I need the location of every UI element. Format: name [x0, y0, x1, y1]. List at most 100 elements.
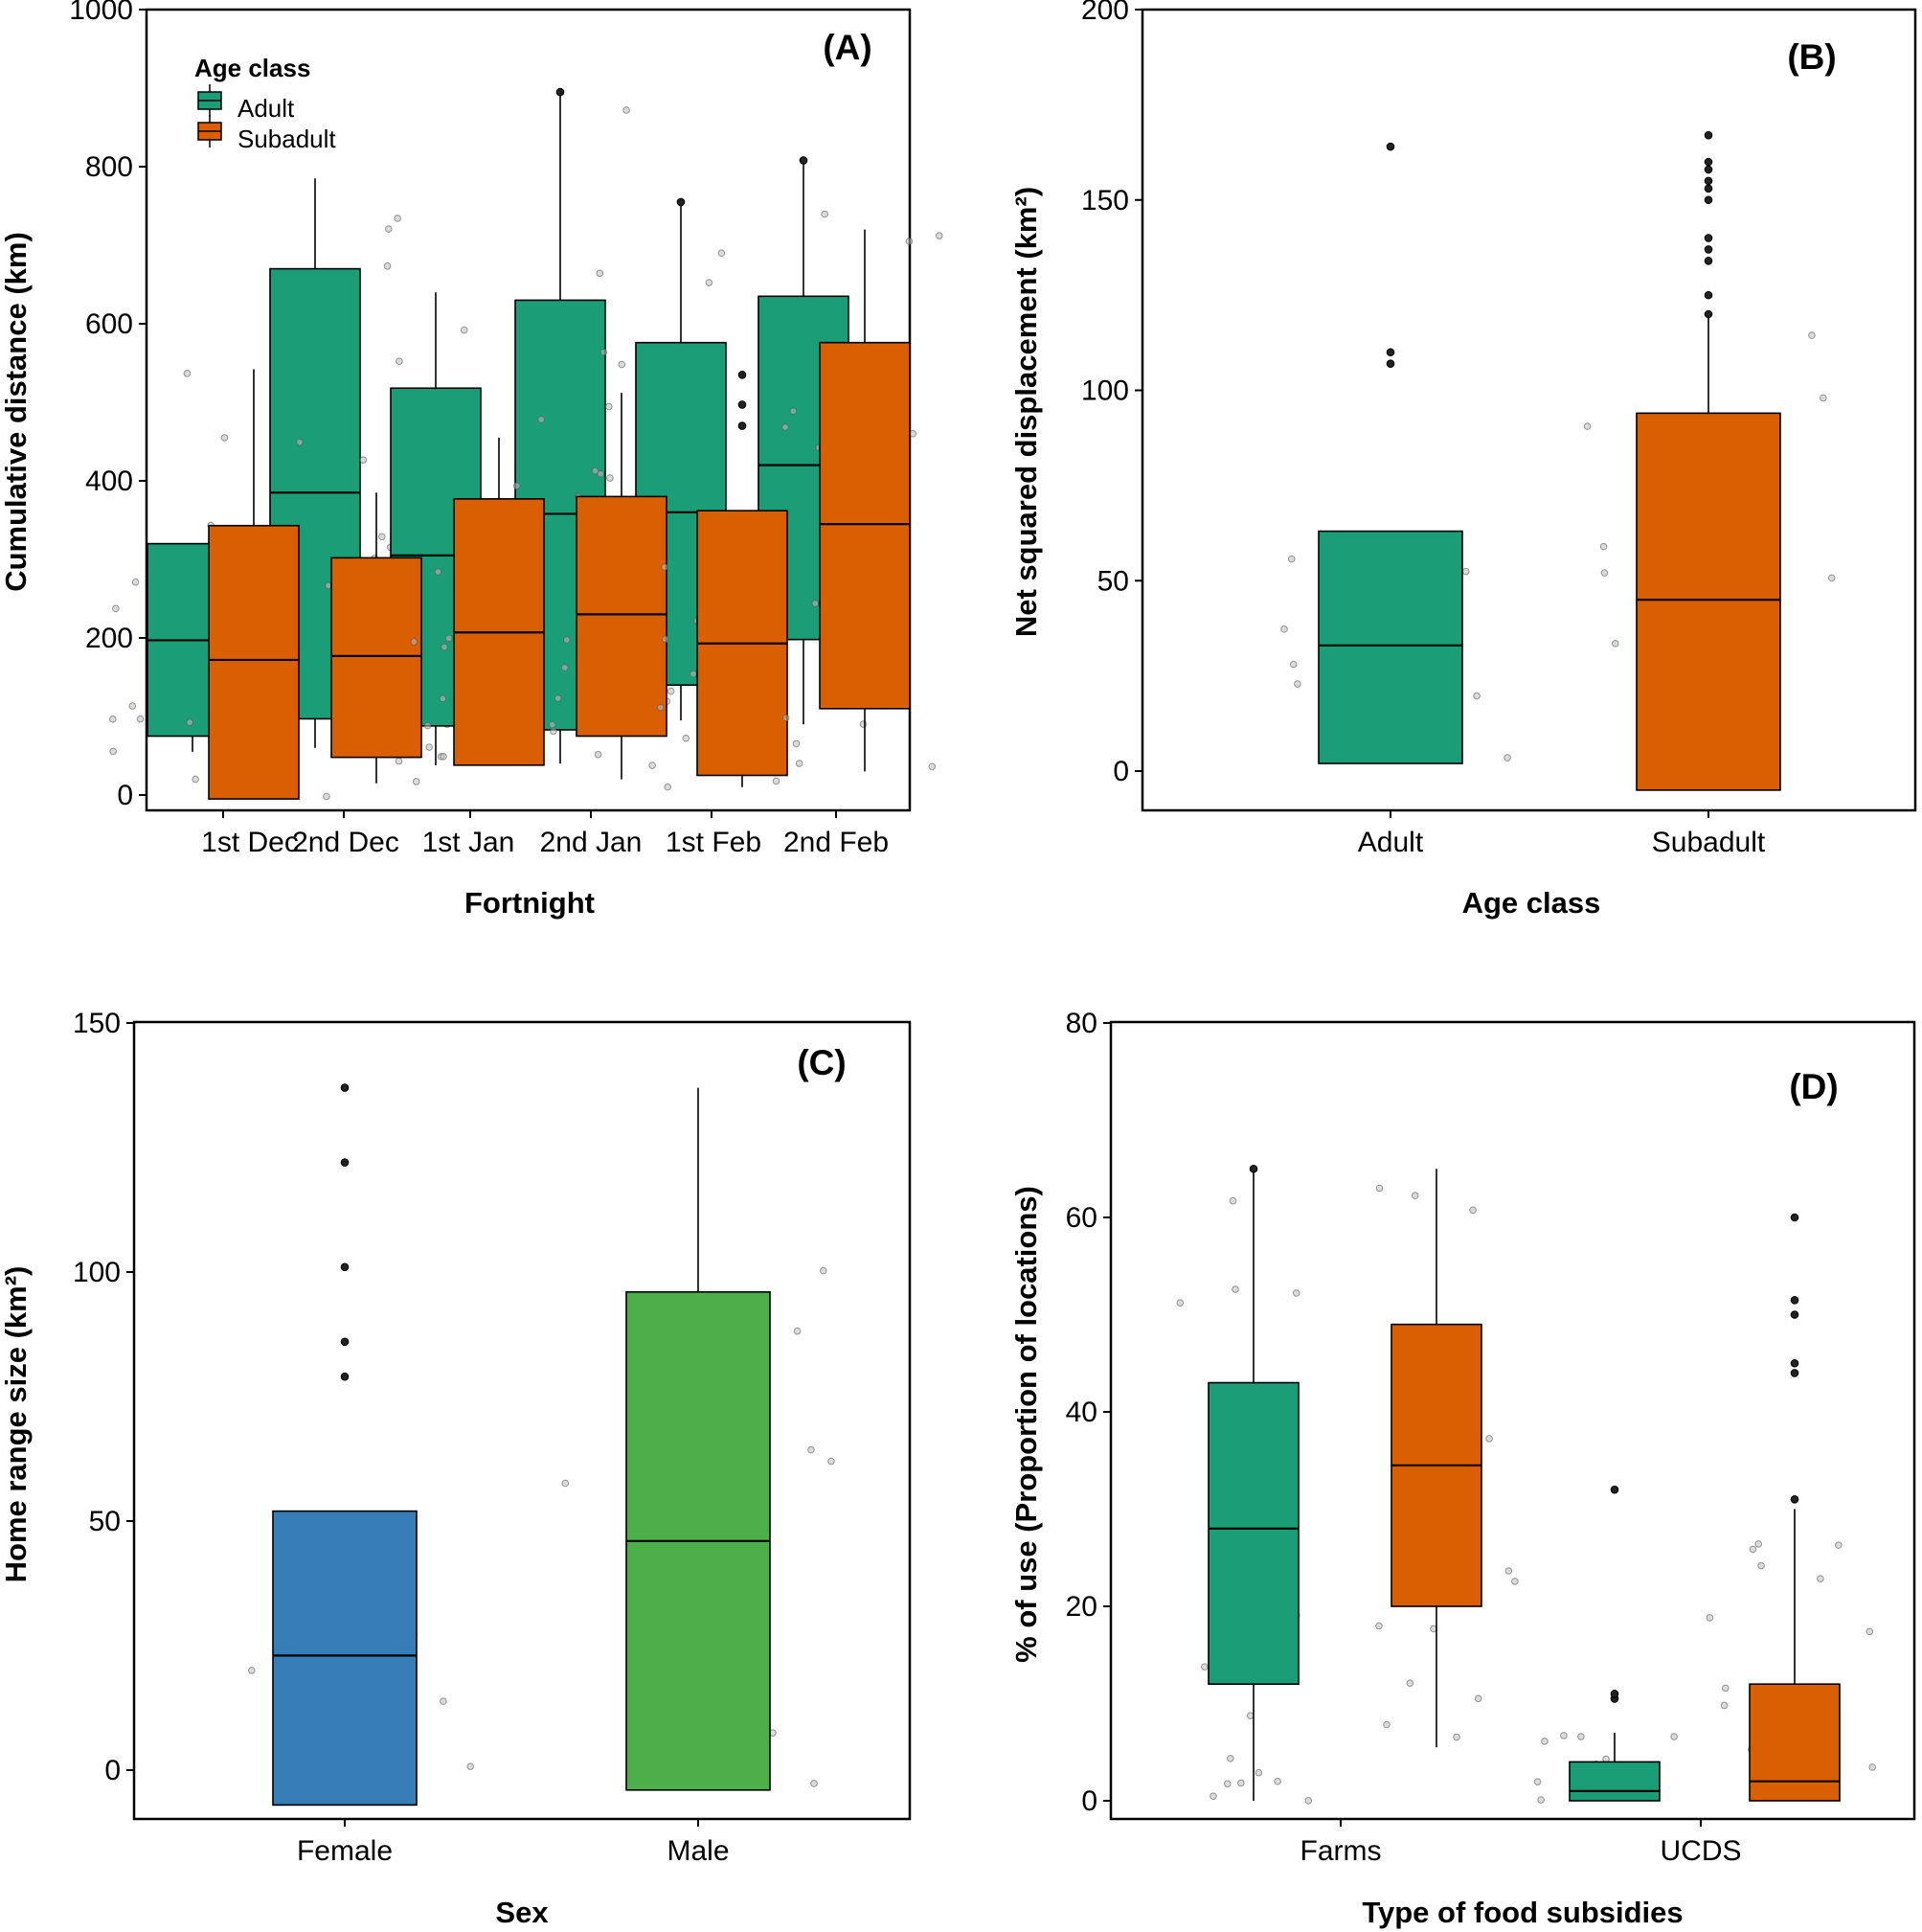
jitter-point — [423, 721, 432, 730]
jitter-point — [1453, 1733, 1460, 1741]
x-tick-label: Subadult — [1652, 827, 1766, 858]
jitter-point — [434, 568, 442, 576]
box — [819, 341, 911, 710]
jitter-point — [1461, 567, 1470, 576]
jitter-point — [597, 469, 604, 478]
jitter-point — [359, 456, 368, 464]
jitter-point — [1473, 692, 1481, 700]
outlier-point — [555, 87, 565, 97]
jitter-point — [1820, 394, 1827, 402]
x-tick-label: Farms — [1300, 1835, 1382, 1867]
outlier-point — [1610, 1690, 1619, 1698]
outlier-point — [1704, 165, 1713, 174]
plot-frame — [1109, 1020, 1916, 1821]
jitter-point — [1835, 1541, 1843, 1549]
outlier-point — [1386, 348, 1395, 357]
jitter-point — [690, 670, 697, 678]
box-age-class-0 — [1280, 142, 1511, 764]
jitter-point — [466, 1762, 475, 1770]
jitter-point — [136, 715, 145, 723]
outlier-point — [1386, 359, 1395, 368]
jitter-point — [935, 232, 943, 239]
y-tick-label: 200 — [85, 623, 133, 654]
outlier-point — [340, 1083, 350, 1092]
jitter-point — [412, 778, 420, 785]
outlier-point — [737, 421, 747, 430]
outlier-point — [1249, 1164, 1258, 1173]
jitter-point — [183, 370, 192, 377]
jitter-point — [1537, 1796, 1545, 1804]
jitter-point — [108, 716, 117, 723]
legend-key-adult — [197, 84, 222, 117]
jitter-point — [1232, 1285, 1239, 1293]
box-subadult-0 — [1375, 1169, 1519, 1748]
y-tick-label: 150 — [73, 1008, 121, 1039]
panel-b: Net squared displacement (km²) Age class… — [1009, 37, 1837, 920]
jitter-point — [781, 423, 789, 431]
jitter-point — [664, 783, 671, 791]
box-subadult-1 — [330, 492, 453, 785]
y-tick-label: 50 — [1097, 565, 1129, 597]
jitter-point — [622, 106, 630, 114]
y-tick-label: 200 — [1081, 0, 1129, 26]
jitter-point — [596, 269, 604, 278]
jitter-point — [1865, 1627, 1874, 1636]
jitter-point — [1406, 1679, 1414, 1688]
jitter-point — [444, 634, 453, 643]
panel-a-label: (A) — [823, 28, 871, 67]
outlier-point — [1790, 1213, 1799, 1222]
box — [330, 557, 422, 759]
jitter-point — [385, 225, 393, 233]
jitter-point — [383, 262, 392, 270]
jitter-point — [717, 249, 726, 258]
jitter-point — [1474, 1694, 1482, 1703]
y-tick-label: 0 — [1113, 756, 1129, 787]
jitter-point — [396, 357, 403, 365]
outlier-point — [1704, 257, 1713, 265]
y-tick-label: 80 — [1066, 1008, 1097, 1039]
jitter-point — [928, 762, 937, 771]
jitter-point — [394, 215, 401, 222]
jitter-point — [560, 664, 569, 671]
box-subadult-3 — [537, 393, 704, 780]
jitter-point — [594, 750, 602, 759]
jitter-point — [1504, 754, 1511, 761]
jitter-point — [439, 694, 447, 703]
jitter-point — [905, 238, 914, 245]
y-tick-label: 150 — [1081, 185, 1129, 216]
panel-a-y-title: Cumulative distance (km) — [0, 232, 33, 592]
jitter-point — [1237, 1779, 1245, 1787]
panel-c: Home range size (km²) Sex (C) — [0, 1043, 847, 1929]
jitter-point — [1304, 1797, 1313, 1805]
jitter-point — [1720, 1701, 1729, 1710]
jitter-point — [410, 638, 418, 646]
jitter-point — [599, 348, 608, 356]
box-adult-0 — [1176, 1164, 1313, 1805]
jitter-point — [537, 416, 545, 423]
jitter-point — [793, 1327, 802, 1335]
legend-title: Age class — [194, 54, 310, 82]
jitter-point — [1808, 331, 1816, 339]
x-tick-label: 1st Feb — [666, 827, 761, 858]
jitter-point — [1246, 1712, 1255, 1719]
panel-b-y-title: Net squared displacement (km²) — [1009, 187, 1043, 637]
jitter-point — [1280, 625, 1288, 633]
jitter-point — [1176, 1299, 1185, 1307]
outlier-point — [340, 1158, 350, 1167]
outlier-point — [1704, 157, 1713, 167]
jitter-point — [811, 600, 820, 607]
outlier-point — [737, 371, 747, 379]
jitter-point — [1754, 1540, 1762, 1548]
y-tick-label: 0 — [104, 1755, 121, 1786]
outlier-point — [1704, 234, 1713, 242]
y-tick-label: 60 — [1066, 1202, 1097, 1234]
panel-b-label: (B) — [1787, 37, 1836, 77]
x-tick-label: Male — [667, 1835, 729, 1867]
jitter-point — [792, 739, 801, 748]
plot-frame — [132, 1020, 912, 1821]
panel-c-label: (C) — [797, 1043, 846, 1082]
outlier-point — [737, 400, 747, 409]
jitter-point — [591, 466, 599, 475]
jitter-point — [440, 1697, 447, 1705]
